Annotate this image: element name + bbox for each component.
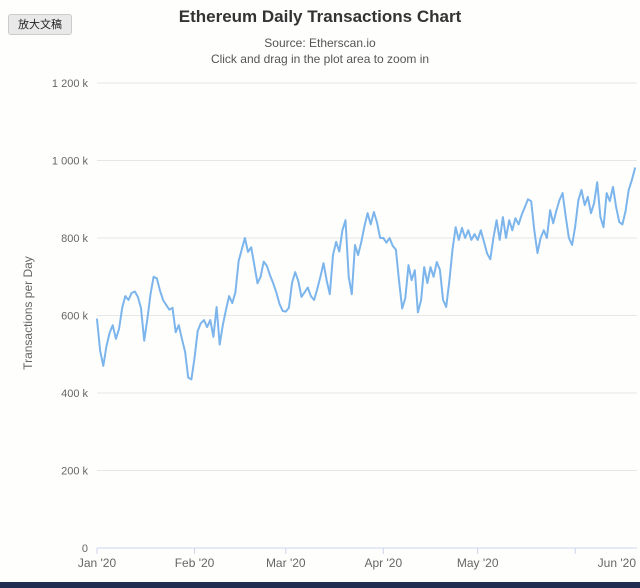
bottom-edge-bar — [0, 582, 640, 588]
x-tick-label: Jan '20 — [78, 556, 117, 570]
y-tick-label: 600 k — [61, 311, 88, 323]
y-tick-label: 1 200 k — [52, 78, 89, 90]
y-tick-label: 800 k — [61, 233, 88, 245]
x-tick-label: Jun '20 — [598, 556, 637, 570]
chart-title: Ethereum Daily Transactions Chart — [178, 7, 462, 26]
x-tick-label: May '20 — [457, 556, 499, 570]
transactions-series-line — [96, 167, 636, 381]
y-tick-label: 400 k — [61, 388, 88, 400]
y-tick-label: 0 — [82, 543, 88, 555]
x-tick-label: Mar '20 — [266, 556, 306, 570]
chart-source-subtitle: Source: Etherscan.io — [264, 36, 376, 50]
y-tick-label: 200 k — [61, 466, 88, 478]
x-tick-label: Apr '20 — [364, 556, 402, 570]
chart-zoom-hint-subtitle: Click and drag in the plot area to zoom … — [210, 52, 430, 66]
x-tick-label: Feb '20 — [175, 556, 215, 570]
enlarge-document-button[interactable]: 放大文稿 — [8, 14, 72, 35]
y-tick-label: 1 000 k — [52, 156, 89, 168]
